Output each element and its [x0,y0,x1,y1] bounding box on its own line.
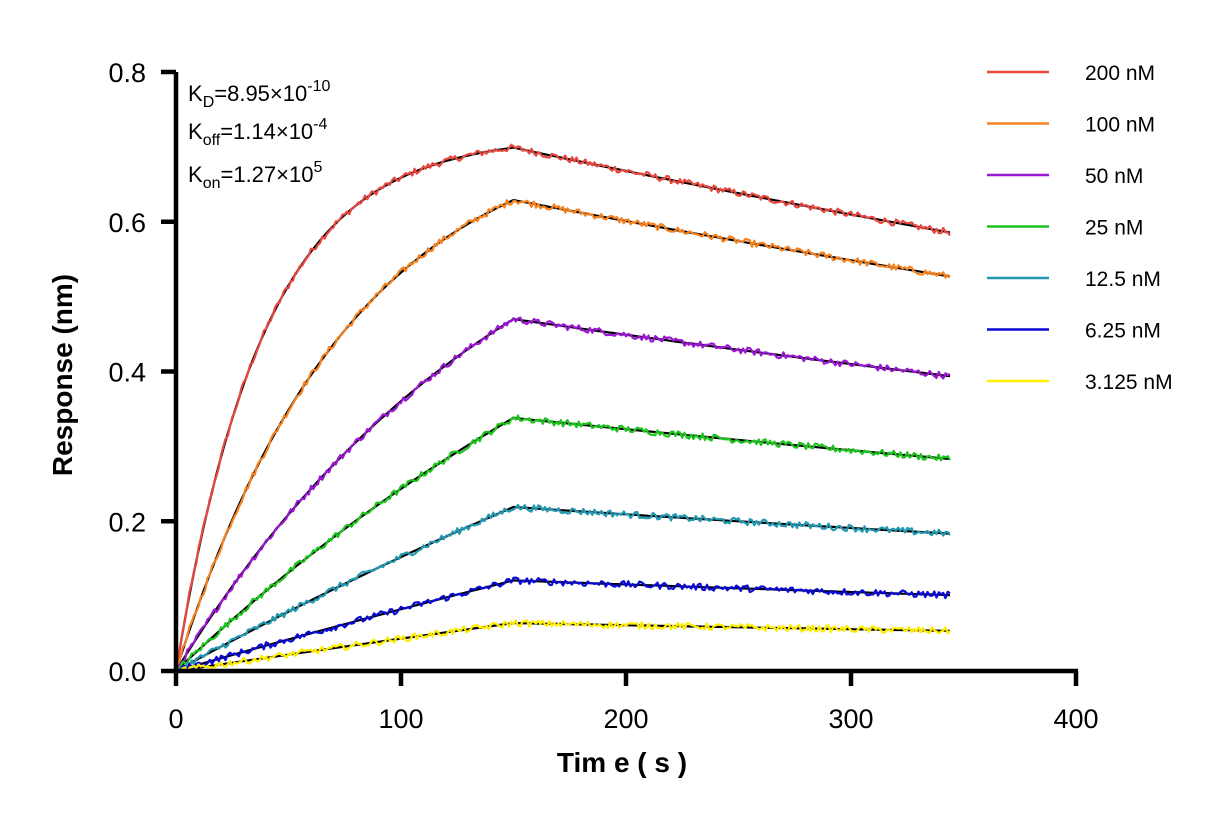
legend-label: 3.125 nM [1085,371,1173,394]
series-curves [174,143,951,673]
fit-line [174,198,951,672]
series-line-6-25-nM [175,576,951,673]
series-line-25-nM [175,414,951,672]
legend: 200 nM 100 nM 50 nM 25 nM 12.5 nM 6.25 nM 3.12… [987,62,1173,394]
ticks: 0 100 200 300 400 0.0 0.2 0.4 0.6 0.8 [108,58,1098,734]
series-line-12-5-nM [175,503,951,672]
kinetic-constants: KD=8.95×10-10 Koff=1.14×10-4 Kon=1.27×10… [188,78,330,192]
x-axis-title: Tim e ( s ) [557,747,687,778]
kd-annotation: KD=8.95×10-10 [188,78,330,111]
x-tick-label: 400 [1053,704,1098,734]
fit-line [175,505,951,672]
x-tick-label: 100 [378,704,423,734]
legend-label: 12.5 nM [1085,268,1161,291]
y-tick-label: 0.8 [108,58,146,88]
series-line-100-nM [174,199,951,672]
koff-annotation: Koff=1.14×10-4 [188,116,328,149]
x-tick-label: 0 [168,704,183,734]
fit-line [175,416,951,672]
series-line-3-125-nM [175,619,951,673]
legend-label: 25 nM [1085,217,1143,240]
x-tick-label: 200 [603,704,648,734]
fit-line [175,317,951,672]
legend-label: 50 nM [1085,165,1143,188]
legend-label: 6.25 nM [1085,320,1161,343]
y-axis-title: Response (nm) [47,274,78,476]
y-tick-label: 0.6 [108,208,146,238]
series-line-200-nM [174,143,951,672]
legend-label: 200 nM [1085,62,1155,85]
fit-line [175,621,951,673]
y-tick-label: 0.2 [108,507,146,537]
y-tick-label: 0.4 [108,358,146,388]
y-tick-label: 0.0 [108,657,146,687]
x-tick-label: 300 [828,704,873,734]
legend-label: 100 nM [1085,114,1155,137]
kon-annotation: Kon=1.27×105 [188,159,322,192]
series-line-50-nM [175,316,951,672]
